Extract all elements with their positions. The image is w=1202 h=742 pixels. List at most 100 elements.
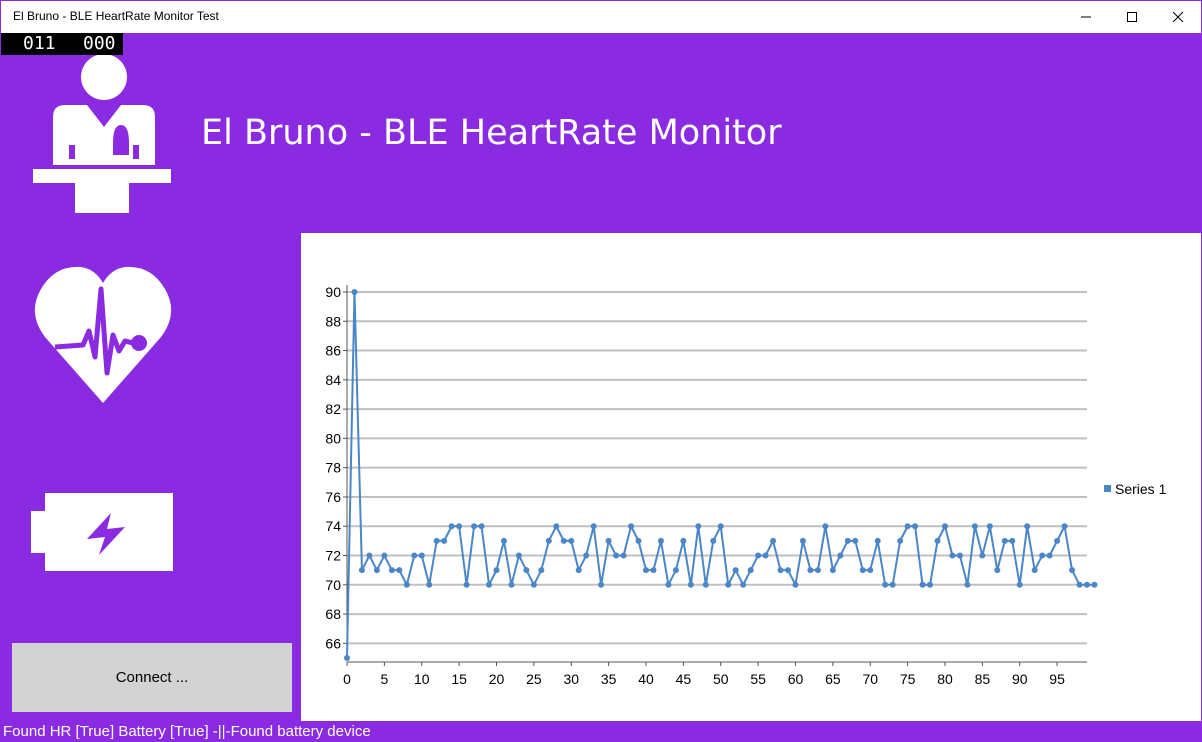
data-point — [927, 581, 934, 588]
page-title: El Bruno - BLE HeartRate Monitor — [201, 113, 782, 153]
data-point — [411, 552, 418, 559]
data-point — [418, 552, 425, 559]
y-tick-label: 78 — [325, 460, 341, 476]
data-point — [366, 552, 373, 559]
data-point — [463, 581, 470, 588]
y-tick-label: 66 — [325, 635, 341, 651]
y-tick-label: 76 — [325, 489, 341, 505]
data-point — [605, 537, 612, 544]
legend-label: Series 1 — [1115, 481, 1167, 497]
y-tick-label: 68 — [325, 606, 341, 622]
data-point — [762, 552, 769, 559]
data-point — [1024, 523, 1031, 530]
status-bar: Found HR [True] Battery [True] -||-Found… — [3, 723, 371, 740]
data-point — [725, 581, 732, 588]
data-point — [1084, 581, 1090, 588]
data-point — [635, 537, 642, 544]
data-point — [396, 567, 403, 574]
data-point — [949, 552, 956, 559]
x-tick-label: 65 — [825, 671, 841, 687]
data-point — [964, 581, 971, 588]
data-point — [859, 567, 866, 574]
battery-charging-icon — [31, 493, 173, 577]
data-point — [1001, 537, 1008, 544]
data-point — [598, 581, 605, 588]
x-tick-label: 15 — [451, 671, 467, 687]
data-point — [1061, 523, 1068, 530]
data-point — [814, 567, 821, 574]
data-point — [358, 567, 365, 574]
heart-pulse-icon — [33, 261, 173, 410]
data-point — [515, 552, 522, 559]
data-point — [628, 523, 635, 530]
data-point — [807, 567, 814, 574]
connect-button[interactable]: Connect ... — [12, 643, 292, 712]
close-icon — [1172, 11, 1184, 23]
frame-counter: 011 000 — [1, 33, 123, 55]
data-point — [747, 567, 754, 574]
y-tick-label: 84 — [325, 372, 341, 388]
data-point — [979, 552, 986, 559]
data-point — [1076, 581, 1083, 588]
data-point — [770, 537, 777, 544]
data-point — [523, 567, 530, 574]
y-tick-label: 70 — [325, 577, 341, 593]
data-point — [448, 523, 455, 530]
window-title: El Bruno - BLE HeartRate Monitor Test — [13, 9, 219, 23]
data-point — [702, 581, 709, 588]
data-point — [695, 523, 702, 530]
data-point — [1039, 552, 1046, 559]
data-point — [590, 523, 597, 530]
series-line — [346, 291, 1095, 659]
data-point — [478, 523, 485, 530]
data-point — [657, 537, 664, 544]
y-tick-label: 80 — [325, 430, 341, 446]
x-tick-label: 10 — [414, 671, 430, 687]
data-point — [1091, 581, 1098, 588]
x-tick-label: 85 — [975, 671, 991, 687]
x-tick-label: 0 — [343, 671, 351, 687]
data-point — [351, 289, 358, 295]
data-point — [493, 567, 500, 574]
x-tick-label: 90 — [1012, 671, 1028, 687]
data-point — [650, 567, 657, 574]
data-point — [897, 537, 904, 544]
data-point — [545, 537, 552, 544]
x-tick-label: 30 — [563, 671, 579, 687]
counter-left: 011 — [23, 33, 56, 54]
y-tick-label: 88 — [325, 313, 341, 329]
data-point — [665, 581, 672, 588]
x-tick-label: 50 — [713, 671, 729, 687]
data-point — [1069, 567, 1076, 574]
close-button[interactable] — [1155, 1, 1201, 33]
data-point — [508, 581, 515, 588]
data-point — [956, 552, 963, 559]
data-point — [560, 537, 567, 544]
data-point — [777, 567, 784, 574]
data-point — [388, 567, 395, 574]
heart-rate-chart: 66 68 70 72 74 76 78 80 82 84 86 88 90 0 5 10 15 20 25 30 35… — [301, 233, 1201, 721]
data-point — [882, 581, 889, 588]
data-point — [717, 523, 724, 530]
data-point — [755, 552, 762, 559]
x-tick-label: 35 — [601, 671, 617, 687]
data-point — [792, 581, 799, 588]
data-point — [433, 537, 440, 544]
counter-right: 000 — [83, 33, 116, 54]
data-point — [471, 523, 478, 530]
data-point — [583, 552, 590, 559]
data-point — [575, 567, 582, 574]
data-point — [403, 581, 410, 588]
maximize-button[interactable] — [1109, 1, 1155, 33]
data-point — [994, 567, 1001, 574]
x-tick-label: 5 — [380, 671, 388, 687]
minimize-button[interactable] — [1063, 1, 1109, 33]
data-point — [426, 581, 433, 588]
data-point — [344, 655, 350, 661]
data-point — [837, 552, 844, 559]
title-bar[interactable]: El Bruno - BLE HeartRate Monitor Test — [1, 1, 1201, 33]
data-point — [740, 581, 747, 588]
data-point — [1031, 567, 1038, 574]
data-point — [672, 567, 679, 574]
data-point — [904, 523, 911, 530]
